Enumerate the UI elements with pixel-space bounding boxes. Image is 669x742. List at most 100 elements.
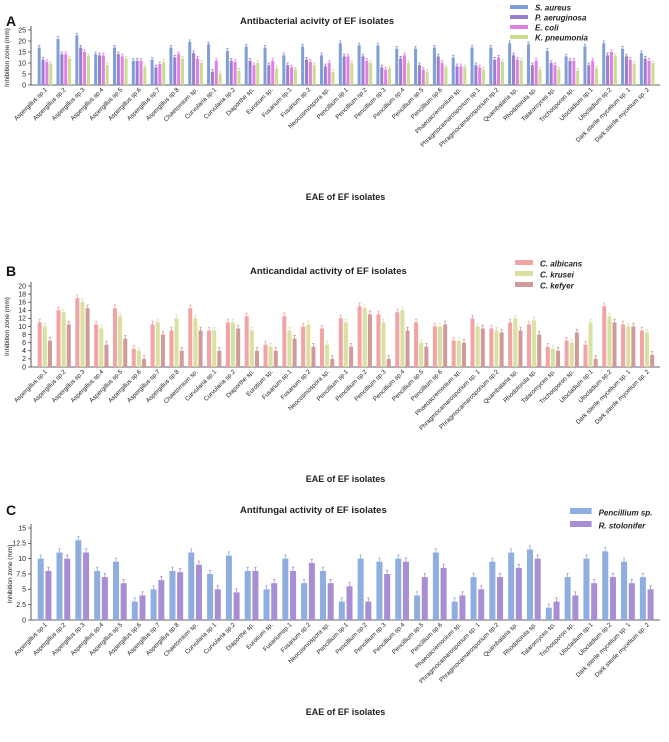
y-tick-label: 15 <box>18 49 26 56</box>
bar <box>287 330 292 367</box>
bar <box>402 55 406 85</box>
bar <box>301 326 306 367</box>
legend-label: S. aureus <box>535 4 572 13</box>
y-tick-label: 25 <box>18 27 26 34</box>
y-tick-label: 12.5 <box>12 541 26 548</box>
bar <box>613 56 617 85</box>
bar <box>632 64 636 85</box>
legend-label: C. albicans <box>540 260 583 269</box>
bar <box>545 346 550 367</box>
bar <box>248 60 252 85</box>
legend-swatch <box>510 35 528 39</box>
bar <box>308 562 315 620</box>
legend-label: C. krusei <box>540 271 575 280</box>
chart-title: Anticandidal activity of EF isolates <box>250 266 407 277</box>
bar <box>292 338 297 367</box>
bar <box>323 66 327 85</box>
bar <box>236 328 241 367</box>
bar <box>463 67 467 85</box>
bar <box>478 67 482 85</box>
bar <box>489 47 493 85</box>
bar <box>338 43 342 85</box>
legend-swatch <box>510 15 528 19</box>
bar <box>162 61 166 85</box>
bar <box>550 348 555 367</box>
bar <box>45 570 52 620</box>
bar <box>639 53 643 85</box>
bar <box>497 577 504 620</box>
bar <box>94 324 99 367</box>
bar <box>83 552 90 620</box>
bar <box>199 63 203 85</box>
bar <box>574 332 579 367</box>
bar <box>233 61 237 85</box>
bar <box>249 330 254 367</box>
y-tick-label: 8 <box>22 332 26 339</box>
bar <box>56 552 63 620</box>
bar <box>139 595 146 620</box>
bar <box>557 69 561 85</box>
bar <box>99 328 104 367</box>
bar <box>263 47 267 85</box>
bar <box>225 555 232 620</box>
legend-swatch <box>515 271 533 276</box>
bar <box>150 324 155 367</box>
bar <box>451 340 456 367</box>
bar <box>75 540 82 620</box>
bar <box>395 558 402 620</box>
bar <box>380 67 384 85</box>
bar <box>572 60 576 85</box>
bar <box>37 47 41 85</box>
bar <box>357 306 362 367</box>
y-tick-label: 7.5 <box>16 571 26 578</box>
bar <box>271 60 275 85</box>
bar <box>331 71 335 85</box>
bar <box>459 595 466 620</box>
bar <box>532 320 537 367</box>
bar <box>179 350 184 367</box>
bar <box>173 57 177 85</box>
bar <box>480 328 485 367</box>
bar <box>195 564 202 620</box>
y-tick-label: 16 <box>18 300 26 307</box>
bar <box>308 61 312 85</box>
bar <box>395 312 400 367</box>
bar <box>583 344 588 367</box>
x-axis-label: EAE of EF isolates <box>306 474 386 484</box>
x-axis-label: EAE of EF isolates <box>306 707 386 717</box>
bar <box>131 60 135 85</box>
bar <box>568 60 572 85</box>
bar <box>66 324 71 367</box>
bar <box>497 57 501 85</box>
bar <box>626 326 631 367</box>
bar <box>104 344 109 367</box>
bar <box>569 342 574 367</box>
bar <box>212 330 217 367</box>
bar <box>155 322 160 367</box>
legend-swatch <box>570 521 592 527</box>
bar <box>549 63 553 85</box>
bar <box>45 61 49 85</box>
bar <box>609 577 616 620</box>
bar <box>319 570 326 620</box>
bar <box>384 574 391 620</box>
bar <box>160 334 165 367</box>
bar <box>602 306 607 367</box>
bar <box>538 69 542 85</box>
bar <box>301 583 308 620</box>
bar <box>470 577 477 620</box>
bar <box>438 326 443 367</box>
bar <box>214 589 221 620</box>
x-axis-label: EAE of EF isolates <box>306 192 386 202</box>
bar <box>136 350 141 367</box>
bar <box>470 318 475 367</box>
bar <box>263 589 270 620</box>
bar <box>545 50 549 85</box>
y-axis-label: Inhibition zone (mm) <box>7 545 14 604</box>
bar <box>651 63 655 85</box>
bar <box>508 43 512 85</box>
bar <box>325 344 330 367</box>
bar <box>290 570 297 620</box>
bar <box>572 595 579 620</box>
bar <box>188 42 192 85</box>
